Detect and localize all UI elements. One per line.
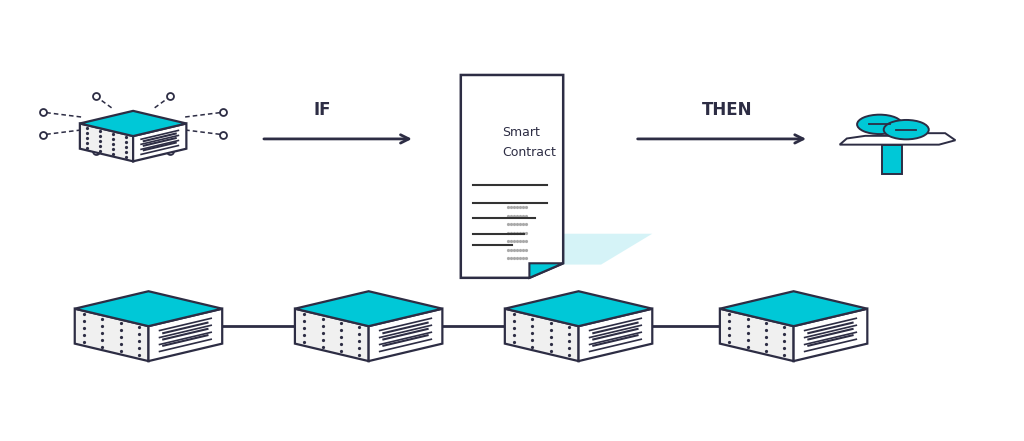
Polygon shape xyxy=(80,123,133,161)
Polygon shape xyxy=(80,111,186,136)
Polygon shape xyxy=(840,133,955,145)
Polygon shape xyxy=(295,291,442,326)
Polygon shape xyxy=(794,309,867,361)
Polygon shape xyxy=(461,75,563,278)
Text: THEN: THEN xyxy=(701,101,753,119)
Polygon shape xyxy=(720,291,867,326)
Circle shape xyxy=(884,120,929,139)
Polygon shape xyxy=(720,309,794,361)
Polygon shape xyxy=(505,234,652,265)
Polygon shape xyxy=(505,309,579,361)
Text: Contract: Contract xyxy=(502,146,556,159)
Polygon shape xyxy=(505,291,652,326)
Polygon shape xyxy=(295,309,369,361)
Polygon shape xyxy=(529,263,563,278)
Bar xyxy=(882,145,902,174)
Polygon shape xyxy=(133,123,186,161)
Text: IF: IF xyxy=(313,101,332,119)
Polygon shape xyxy=(148,309,222,361)
Polygon shape xyxy=(369,309,442,361)
Text: Smart: Smart xyxy=(502,126,540,139)
Polygon shape xyxy=(579,309,652,361)
Circle shape xyxy=(857,115,902,134)
Polygon shape xyxy=(75,291,222,326)
Polygon shape xyxy=(75,309,148,361)
